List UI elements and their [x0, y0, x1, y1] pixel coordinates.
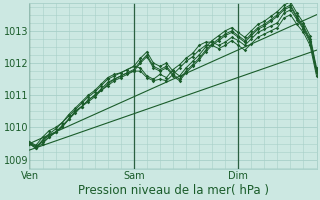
X-axis label: Pression niveau de la mer( hPa ): Pression niveau de la mer( hPa ): [77, 184, 268, 197]
